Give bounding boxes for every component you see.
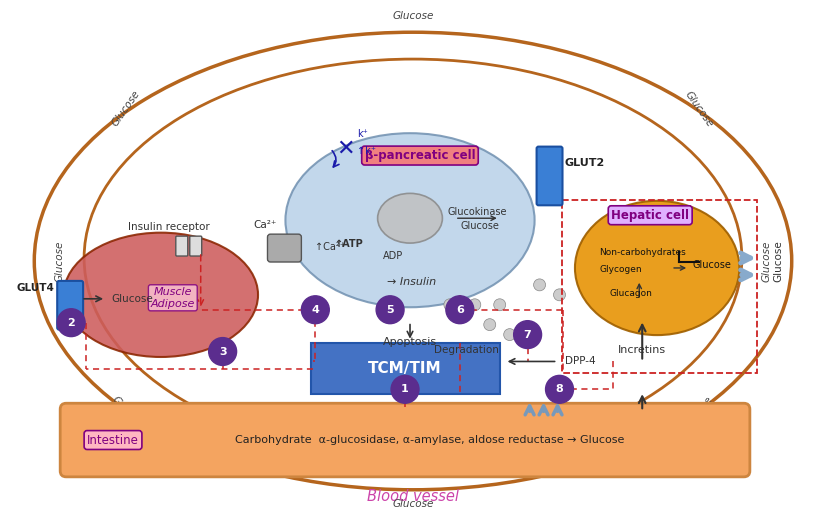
- Text: Glycogen: Glycogen: [600, 266, 642, 275]
- Circle shape: [484, 319, 495, 330]
- Text: Intestine: Intestine: [87, 434, 139, 446]
- FancyBboxPatch shape: [60, 403, 750, 477]
- Circle shape: [546, 375, 573, 403]
- FancyBboxPatch shape: [189, 236, 202, 256]
- Text: Glucose: Glucose: [110, 89, 142, 128]
- Circle shape: [504, 329, 516, 340]
- Ellipse shape: [64, 233, 258, 357]
- Ellipse shape: [378, 193, 442, 243]
- Circle shape: [469, 299, 480, 311]
- Text: 6: 6: [456, 305, 464, 315]
- Text: Glucose: Glucose: [683, 89, 715, 128]
- Text: Glucokinase: Glucokinase: [447, 207, 506, 217]
- Text: Glucose: Glucose: [762, 240, 772, 282]
- FancyBboxPatch shape: [311, 342, 500, 394]
- Text: GLUT2: GLUT2: [565, 158, 605, 168]
- Text: ↑ATP: ↑ATP: [334, 239, 362, 249]
- Text: ✕: ✕: [336, 139, 355, 159]
- Circle shape: [391, 375, 419, 403]
- Text: ↑Ca²⁺: ↑Ca²⁺: [315, 242, 346, 252]
- Text: Muscle
Adipose: Muscle Adipose: [151, 287, 195, 309]
- Text: 1: 1: [401, 384, 409, 394]
- Text: Glucose: Glucose: [392, 499, 433, 509]
- Text: Glucose: Glucose: [392, 11, 433, 21]
- Text: Glucose: Glucose: [692, 260, 731, 270]
- Text: ADP: ADP: [383, 251, 404, 261]
- Circle shape: [553, 289, 566, 301]
- Circle shape: [301, 296, 329, 324]
- Ellipse shape: [285, 133, 534, 307]
- Text: ↑k⁺: ↑k⁺: [357, 146, 376, 156]
- Text: Glucose: Glucose: [461, 221, 500, 231]
- Text: Apoptosis: Apoptosis: [383, 337, 437, 347]
- Circle shape: [494, 299, 505, 311]
- Text: 3: 3: [219, 347, 227, 357]
- FancyBboxPatch shape: [57, 281, 83, 329]
- Circle shape: [446, 296, 474, 324]
- Text: Glucose: Glucose: [683, 394, 715, 434]
- Circle shape: [376, 296, 404, 324]
- Text: Glucose: Glucose: [111, 294, 153, 304]
- Text: → Insulin: → Insulin: [387, 277, 436, 287]
- Circle shape: [533, 279, 546, 291]
- Text: Glucose: Glucose: [774, 240, 784, 282]
- Text: β-pancreatic cell: β-pancreatic cell: [365, 149, 476, 162]
- Text: Glucagon: Glucagon: [609, 289, 653, 299]
- Text: GLUT4: GLUT4: [17, 283, 55, 293]
- FancyBboxPatch shape: [176, 236, 188, 256]
- Text: 7: 7: [523, 329, 532, 340]
- Text: k⁺: k⁺: [357, 129, 368, 139]
- Text: Glucose: Glucose: [55, 240, 65, 282]
- Ellipse shape: [575, 201, 739, 335]
- Text: 5: 5: [386, 305, 394, 315]
- Text: Glucose: Glucose: [110, 394, 142, 434]
- Circle shape: [208, 338, 237, 365]
- Text: Incretins: Incretins: [618, 345, 667, 354]
- Text: 4: 4: [312, 305, 319, 315]
- Text: Non-carbohydrates: Non-carbohydrates: [600, 247, 686, 256]
- Circle shape: [514, 321, 542, 349]
- Text: Hepatic cell: Hepatic cell: [611, 209, 689, 222]
- FancyBboxPatch shape: [267, 234, 301, 262]
- Text: Carbohydrate  α-glucosidase, α-amylase, aldose reductase → Glucose: Carbohydrate α-glucosidase, α-amylase, a…: [235, 435, 624, 445]
- Text: Insulin receptor: Insulin receptor: [128, 222, 210, 232]
- Text: Ca²⁺: Ca²⁺: [254, 220, 277, 230]
- Text: Blood vessel: Blood vessel: [367, 489, 459, 504]
- Text: DPP-4: DPP-4: [565, 357, 595, 366]
- FancyBboxPatch shape: [537, 147, 562, 205]
- Circle shape: [444, 299, 456, 311]
- Text: 2: 2: [67, 318, 75, 328]
- Circle shape: [57, 309, 85, 337]
- Text: TCM/TIM: TCM/TIM: [368, 361, 442, 376]
- Text: 8: 8: [556, 384, 563, 394]
- Text: Degradation: Degradation: [434, 345, 499, 354]
